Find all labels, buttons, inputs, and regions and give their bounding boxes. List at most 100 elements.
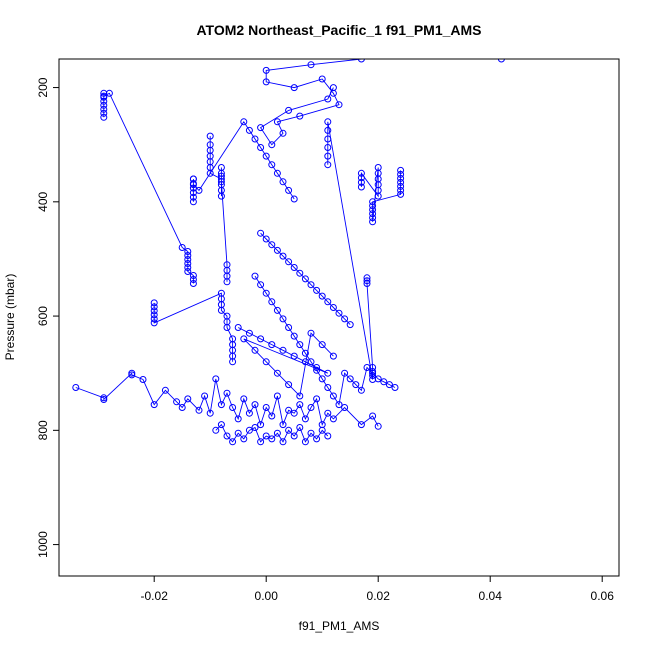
data-point: [397, 170, 405, 178]
data-point: [189, 280, 197, 287]
data-point: [318, 341, 326, 349]
data-point: [184, 252, 192, 259]
data-point: [285, 426, 293, 434]
data-point: [290, 352, 298, 360]
data-point: [285, 258, 293, 266]
data-point: [301, 275, 309, 283]
data-point: [397, 174, 405, 182]
data-point: [285, 324, 293, 331]
data-point: [268, 141, 276, 149]
data-point: [301, 349, 309, 357]
data-point: [296, 401, 304, 409]
data-point: [212, 426, 220, 434]
y-tick-label: 400: [36, 191, 50, 211]
chart-title: ATOM2 Northeast_Pacific_1 f91_PM1_AMS: [196, 22, 481, 38]
data-point: [369, 218, 377, 226]
data-point: [301, 358, 309, 366]
y-axis: 200 400 600 800 1000: [36, 77, 59, 558]
data-point: [329, 352, 337, 360]
data-point: [223, 389, 231, 397]
data-point: [285, 381, 293, 389]
data-point: [357, 169, 365, 177]
data-point: [279, 438, 287, 446]
data-point: [206, 132, 214, 140]
data-point: [206, 409, 214, 417]
data-point: [150, 299, 158, 307]
data-point: [329, 304, 337, 311]
x-axis: -0.02 0.00 0.02 0.04 0.06: [141, 576, 614, 603]
data-point: [100, 109, 108, 117]
data-point: [335, 101, 343, 109]
data-point: [307, 429, 315, 437]
y-tick-label: 800: [36, 420, 50, 440]
data-point: [290, 409, 298, 417]
data-point: [397, 186, 405, 194]
data-point: [296, 424, 304, 431]
data-point: [189, 276, 197, 283]
data-point: [318, 375, 326, 383]
data-point: [296, 112, 304, 120]
data-point: [357, 183, 365, 191]
data-point: [195, 186, 203, 194]
data-point: [128, 371, 136, 379]
data-point: [189, 193, 197, 201]
data-point: [313, 364, 321, 371]
data-point: [374, 422, 382, 430]
data-point: [100, 113, 108, 121]
data-point: [262, 235, 270, 243]
data-point: [268, 412, 276, 420]
data-point: [369, 364, 377, 371]
data-point: [307, 404, 315, 411]
series-line: [209, 136, 228, 282]
data-point: [229, 438, 237, 446]
data-point: [397, 190, 405, 198]
data-point: [318, 292, 326, 300]
x-tick-label: 0.00: [255, 589, 279, 603]
data-point: [262, 78, 270, 86]
series-line: [327, 121, 374, 380]
series-9: [234, 324, 337, 400]
series-3: [189, 118, 298, 206]
data-point: [217, 401, 225, 409]
data-point: [369, 412, 377, 420]
data-point: [279, 178, 287, 186]
data-point: [307, 281, 315, 289]
data-point: [217, 306, 225, 314]
series-line: [103, 92, 194, 284]
data-point: [296, 392, 304, 400]
data-point: [195, 406, 203, 414]
data-point: [329, 84, 337, 92]
data-point: [240, 335, 248, 343]
data-point: [100, 92, 108, 100]
data-point: [251, 135, 259, 143]
data-point: [301, 438, 309, 446]
data-point: [329, 415, 337, 423]
data-point: [184, 268, 192, 275]
data-point: [357, 174, 365, 182]
data-point: [217, 169, 225, 177]
data-point: [290, 195, 298, 203]
data-point: [273, 169, 281, 177]
data-point: [229, 404, 237, 411]
y-tick-label: 600: [36, 306, 50, 326]
data-point: [279, 346, 287, 354]
data-point: [341, 315, 349, 323]
data-point: [100, 396, 108, 403]
data-point: [313, 286, 321, 294]
data-point: [324, 144, 332, 151]
data-point: [397, 182, 405, 190]
data-point: [324, 409, 332, 417]
data-point: [335, 401, 343, 409]
data-point: [357, 386, 365, 394]
data-point: [206, 169, 214, 177]
series-5: [150, 289, 237, 366]
data-point: [352, 381, 360, 389]
data-point: [100, 105, 108, 113]
y-axis-label: Pressure (mbar): [3, 274, 17, 361]
data-point: [369, 372, 377, 379]
data-point: [397, 178, 405, 186]
data-point: [313, 395, 321, 403]
data-point: [324, 118, 332, 126]
data-point: [229, 358, 237, 366]
series-line: [192, 120, 295, 202]
